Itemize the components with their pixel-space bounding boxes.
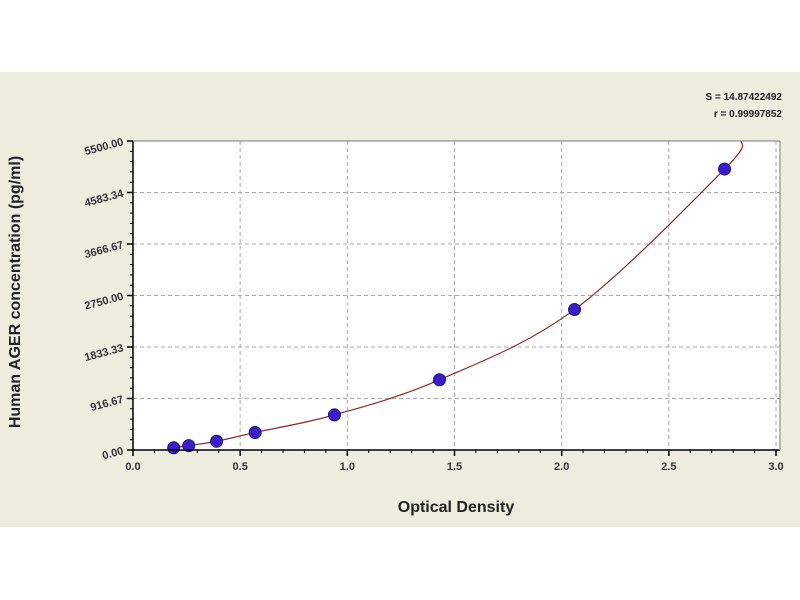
x-tick-label: 3.0 (768, 461, 783, 473)
data-point (327, 408, 341, 422)
annotation-s: S = 14.87422492 (706, 92, 783, 103)
x-tick-label: 2.5 (661, 461, 676, 473)
x-tick-label: 1.0 (340, 461, 355, 473)
y-tick-label: 4583.34 (83, 187, 125, 209)
y-tick-label: 1833.33 (83, 342, 125, 364)
data-point (432, 373, 446, 387)
data-point (210, 434, 224, 448)
y-tick-label: 2750.00 (83, 291, 125, 313)
data-point (248, 425, 262, 439)
x-tick-label: 1.5 (447, 461, 462, 473)
y-tick-label: 3666.67 (83, 239, 125, 261)
data-point (568, 303, 582, 317)
x-tick-label: 0.5 (233, 461, 248, 473)
data-point (182, 439, 196, 453)
data-point (718, 162, 732, 176)
x-tick-label: 2.0 (554, 461, 569, 473)
x-tick-label: 0.0 (125, 461, 140, 473)
y-tick-label: 0.00 (101, 445, 125, 462)
annotation-r: r = 0.99997852 (714, 109, 783, 120)
y-axis-label: Human AGER concentration (pg/ml) (7, 156, 24, 428)
y-tick-label: 916.67 (89, 394, 125, 414)
x-axis-label: Optical Density (398, 499, 515, 516)
data-point (167, 441, 181, 455)
y-tick-label: 5500.00 (83, 136, 125, 158)
